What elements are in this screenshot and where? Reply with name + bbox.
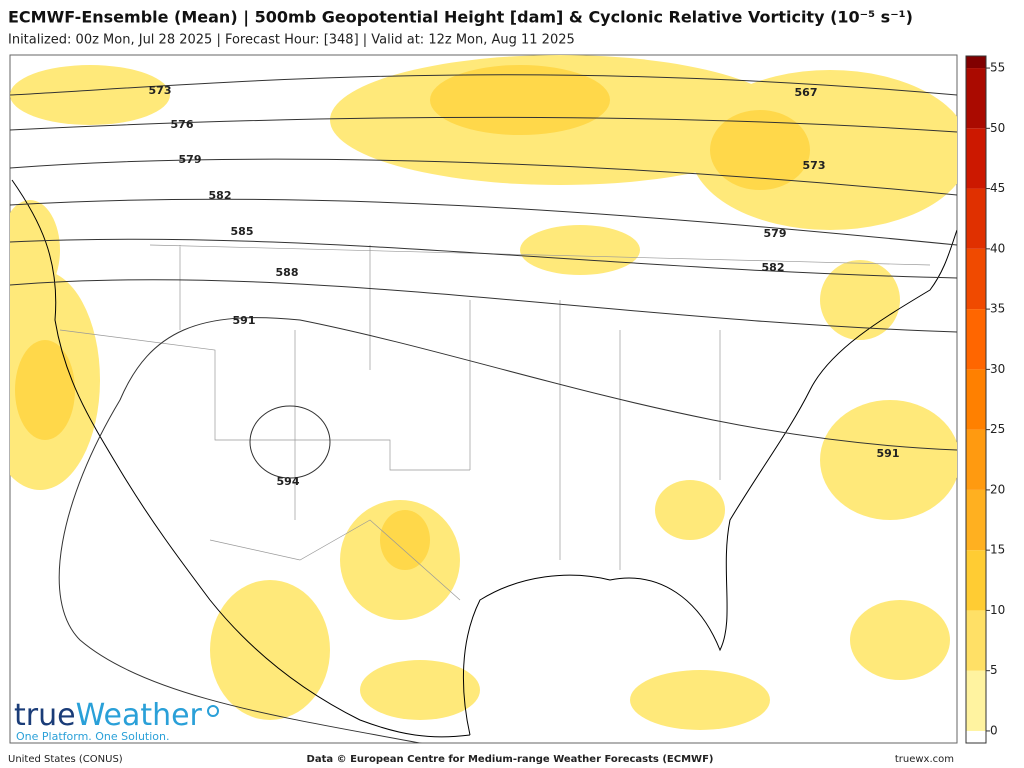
footer-credit: Data © European Centre for Medium-range … [307, 754, 714, 765]
colorbar-tick-label: 55 [990, 61, 1005, 75]
map: 573 576 579 582 585 588 591 594 567 573 … [9, 54, 958, 744]
colorbar-band [966, 309, 986, 370]
colorbar: 0 5 10 15 20 25 30 35 40 45 50 55 [965, 55, 1005, 744]
colorbar-tick-label: 50 [990, 121, 1005, 135]
contour-label: 582 [209, 189, 232, 202]
colorbar-band [966, 188, 986, 249]
contour-label: 567 [795, 86, 818, 99]
title: ECMWF-Ensemble (Mean) | 500mb Geopotenti… [8, 8, 913, 28]
contour-label: 573 [803, 159, 826, 172]
subtitle: Initalized: 00z Mon, Jul 28 2025 | Forec… [8, 33, 575, 48]
contour-label: 579 [764, 227, 787, 240]
colorbar-band [966, 610, 986, 671]
colorbar-band [966, 248, 986, 310]
footer-site: truewx.com [895, 754, 954, 765]
contour-label: 591 [233, 314, 256, 327]
logo-tagline: One Platform. One Solution. [16, 730, 169, 743]
contour-label: 576 [171, 118, 194, 131]
logo: trueWeather One Platform. One Solution. [14, 698, 219, 743]
colorbar-outline [965, 55, 987, 744]
contour-label: 585 [231, 225, 254, 238]
colorbar-band [966, 429, 986, 490]
colorbar-tick-label: 20 [990, 482, 1005, 496]
colorbar-band [966, 670, 986, 731]
colorbar-band [966, 550, 986, 611]
colorbar-tick-label: 10 [990, 603, 1005, 617]
colorbar-tick-label: 5 [990, 663, 998, 677]
colorbar-band [966, 369, 986, 430]
contour-label: 594 [277, 475, 300, 488]
contour-label: 588 [276, 266, 299, 279]
contour-label: 573 [149, 84, 172, 97]
footer-region: United States (CONUS) [8, 754, 123, 765]
colorbar-tick-label: 45 [990, 181, 1005, 195]
colorbar-band [966, 56, 986, 69]
colorbar-tick-label: 15 [990, 543, 1005, 557]
colorbar-tick-label: 35 [990, 302, 1005, 316]
logo-wordmark: trueWeather [14, 698, 203, 733]
colorbar-tick-label: 30 [990, 362, 1005, 376]
vorticity-shading [10, 55, 957, 743]
colorbar-tick-label: 40 [990, 241, 1005, 255]
contour-label: 582 [762, 261, 785, 274]
colorbar-band [966, 489, 986, 551]
contour-label: 579 [179, 153, 202, 166]
colorbar-band [966, 128, 986, 189]
colorbar-tick-label: 0 [990, 723, 998, 737]
colorbar-band [966, 68, 986, 129]
colorbar-tick-label: 25 [990, 422, 1005, 436]
contour-label: 591 [877, 447, 900, 460]
